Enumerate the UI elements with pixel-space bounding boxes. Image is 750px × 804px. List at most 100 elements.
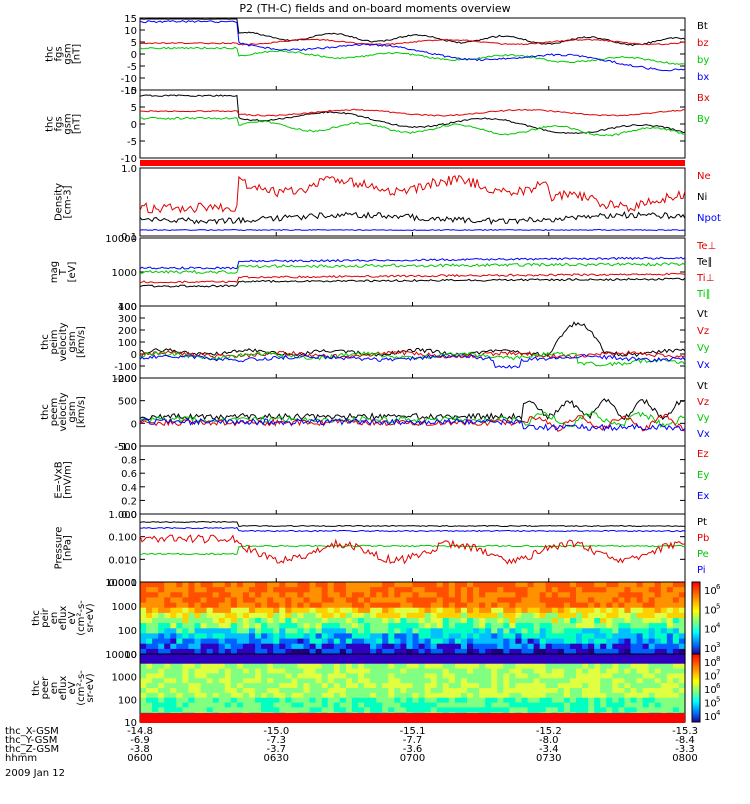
spectrogram-cell — [164, 602, 171, 609]
spectrogram-cell — [188, 654, 196, 660]
spectrogram-cell — [648, 648, 656, 655]
spectrogram-cell — [309, 628, 317, 634]
spectrogram-cell — [176, 688, 183, 694]
spectrogram-cell — [267, 643, 274, 650]
spectrogram-cell — [400, 654, 408, 660]
spectrogram-cell — [297, 702, 305, 709]
spectrogram-cell — [236, 707, 244, 713]
spectrogram-cell — [521, 683, 529, 689]
spectrogram-cell — [406, 602, 414, 609]
spectrogram-cell — [624, 673, 632, 679]
spectrogram-cell — [618, 668, 626, 675]
spectrogram-cell — [297, 663, 305, 670]
legend-entry: Vy — [697, 343, 710, 354]
spectrogram-cell — [358, 607, 365, 614]
spectrogram-cell — [200, 673, 208, 679]
spectrogram-cell — [503, 618, 510, 624]
spectrogram-cell — [376, 623, 383, 629]
spectrogram-cell — [630, 633, 638, 640]
spectrogram-cell — [321, 597, 329, 604]
spectrogram-cell — [503, 597, 510, 604]
spectrogram-cell — [388, 697, 395, 704]
spectrogram-cell — [678, 643, 686, 650]
spectrogram-cell — [648, 592, 656, 598]
spectrogram-cell — [406, 702, 414, 709]
spectrogram-cell — [309, 618, 317, 624]
y-tick-label: 0.0 — [121, 510, 137, 521]
x-axis-value: 0700 — [400, 753, 425, 764]
spectrogram-cell — [158, 618, 165, 624]
spectrogram-cell — [497, 602, 504, 609]
spectrogram-cell — [230, 663, 238, 670]
spectrogram-cell — [164, 654, 171, 660]
spectrogram-cell — [152, 683, 159, 689]
spectrogram-cell — [267, 612, 274, 619]
spectrogram-cell — [406, 692, 414, 699]
spectrogram-cell — [654, 697, 662, 704]
spectrogram-cell — [521, 702, 529, 709]
spectrogram-cell — [582, 663, 589, 670]
spectrogram-cell — [630, 697, 638, 704]
spectrogram-cell — [364, 592, 371, 598]
spectrogram-cell — [436, 602, 444, 609]
spectrogram-cell — [454, 638, 462, 645]
y-tick-label: 5 — [131, 38, 137, 49]
spectrogram-cell — [406, 638, 414, 645]
spectrogram-cell — [551, 692, 559, 699]
spectrogram-cell — [206, 673, 214, 679]
spectrogram-cell — [370, 697, 377, 704]
spectrogram-cell — [370, 623, 377, 629]
colorbar-tick-exponent: 7 — [716, 669, 720, 677]
y-axis-label: Density — [54, 183, 65, 221]
spectrogram-cell — [600, 697, 607, 704]
spectrogram-cell — [582, 678, 589, 684]
spectrogram-cell — [636, 623, 644, 629]
spectrogram-cell — [376, 673, 383, 679]
spectrogram-cell — [618, 692, 626, 699]
spectrogram-cell — [569, 623, 577, 629]
spectrogram-cell — [521, 648, 529, 655]
spectrogram-cell — [672, 623, 680, 629]
spectrogram-cell — [588, 587, 595, 593]
spectrogram-cell — [454, 612, 462, 619]
spectrogram-cell — [242, 628, 250, 634]
spectrogram-cell — [521, 643, 529, 650]
spectrogram-cell — [400, 638, 408, 645]
spectrogram-cell — [551, 697, 559, 704]
spectrogram-cell — [563, 707, 571, 713]
spectrogram-cell — [612, 663, 619, 670]
spectrogram-cell — [491, 702, 498, 709]
spectrogram-cell — [152, 702, 159, 709]
spectrogram-cell — [412, 648, 420, 655]
legend-entry: Te∥ — [696, 257, 713, 268]
spectrogram-cell — [467, 692, 474, 699]
spectrogram-cell — [255, 623, 262, 629]
spectrogram-cell — [291, 633, 299, 640]
spectrogram-cell — [412, 587, 420, 593]
spectrogram-cell — [218, 592, 226, 598]
spectrogram-cell — [594, 612, 601, 619]
spectrogram-cell — [533, 612, 541, 619]
colorbar-tick-exponent: 5 — [716, 602, 720, 610]
spectrogram-cell — [273, 702, 280, 709]
spectrogram-cell — [624, 592, 632, 598]
spectrogram-cell — [460, 663, 468, 670]
spectrogram-cell — [382, 628, 389, 634]
spectrogram-cell — [418, 587, 426, 593]
spectrogram-cell — [309, 592, 317, 598]
spectrogram-cell — [515, 623, 523, 629]
spectrogram-cell — [382, 673, 389, 679]
spectrogram-cell — [612, 582, 619, 588]
spectrogram-cell — [606, 683, 613, 689]
spectrogram-cell — [200, 697, 208, 704]
spectrogram-cell — [515, 582, 523, 588]
spectrogram-cell — [624, 678, 632, 684]
spectrogram-cell — [569, 628, 577, 634]
y-axis-label: gsm — [67, 401, 78, 422]
spectrogram-cell — [448, 654, 456, 660]
spectrogram-cell — [424, 658, 432, 665]
y-tick-label: 0 — [131, 350, 137, 361]
spectrogram-cell — [267, 607, 274, 614]
spectrogram-cell — [339, 663, 347, 670]
